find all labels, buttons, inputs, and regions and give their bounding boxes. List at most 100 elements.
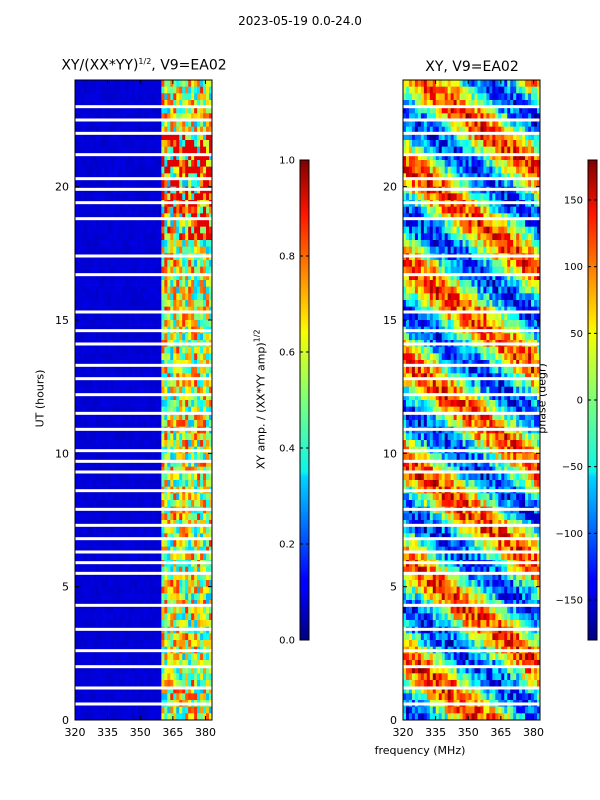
heatmap-cell <box>152 273 156 281</box>
heatmap-cell <box>188 106 192 114</box>
heatmap-cell <box>152 693 156 701</box>
heatmap-cell <box>137 273 141 281</box>
heatmap-cell <box>161 113 165 121</box>
heatmap-cell <box>83 266 88 274</box>
heatmap-cell <box>98 180 103 188</box>
heatmap-cell <box>140 386 144 394</box>
heatmap-cell <box>77 393 82 401</box>
heatmap-cell <box>113 233 118 241</box>
heatmap-cell <box>101 580 106 588</box>
heatmap-cell <box>182 593 186 601</box>
flagged-row <box>75 603 212 607</box>
heatmap-cell <box>164 660 168 668</box>
heatmap-cell <box>161 286 165 294</box>
heatmap-cell <box>134 93 138 101</box>
heatmap-cell <box>77 360 82 368</box>
heatmap-cell <box>92 620 97 628</box>
heatmap-cell <box>206 360 210 368</box>
heatmap-cell <box>450 100 455 108</box>
heatmap-cell <box>146 120 150 128</box>
heatmap-cell <box>149 180 153 188</box>
heatmap-cell <box>209 413 213 421</box>
heatmap-cell <box>89 280 94 288</box>
heatmap-cell <box>116 473 121 481</box>
heatmap-cell <box>161 153 165 161</box>
heatmap-cell <box>185 106 189 114</box>
heatmap-cell <box>101 653 106 661</box>
heatmap-cell <box>149 260 153 268</box>
heatmap-cell <box>77 260 82 268</box>
heatmap-cell <box>128 433 132 441</box>
heatmap-cell <box>95 80 100 88</box>
heatmap-cell <box>149 213 153 221</box>
heatmap-cell <box>182 666 186 674</box>
heatmap-cell <box>95 360 100 368</box>
heatmap-cell <box>113 193 118 201</box>
heatmap-cell <box>152 620 156 628</box>
heatmap-cell <box>86 693 91 701</box>
heatmap-cell <box>98 120 103 128</box>
heatmap-cell <box>107 706 112 714</box>
heatmap-cell <box>89 80 94 88</box>
heatmap-cell <box>194 513 198 521</box>
heatmap-cell <box>206 433 210 441</box>
heatmap-cell <box>176 260 180 268</box>
heatmap-cell <box>441 113 446 121</box>
heatmap-cell <box>161 266 165 274</box>
heatmap-cell <box>104 360 109 368</box>
heatmap-cell <box>182 206 186 214</box>
heatmap-cell <box>80 633 85 641</box>
heatmap-cell <box>140 286 144 294</box>
heatmap-cell <box>501 146 505 154</box>
heatmap-cell <box>128 360 132 368</box>
heatmap-cell <box>200 573 204 581</box>
heatmap-cell <box>137 680 141 688</box>
heatmap-cell <box>98 100 103 108</box>
heatmap-cell <box>125 146 130 154</box>
heatmap-cell <box>158 226 162 234</box>
heatmap-cell <box>468 80 472 88</box>
heatmap-cell <box>158 233 162 241</box>
heatmap-cell <box>164 220 168 228</box>
heatmap-cell <box>119 140 124 148</box>
heatmap-cell <box>167 320 171 328</box>
heatmap-cell <box>444 113 449 121</box>
heatmap-cell <box>101 533 106 541</box>
heatmap-cell <box>75 640 79 648</box>
heatmap-cell <box>131 466 135 474</box>
flagged-row <box>75 329 212 333</box>
heatmap-cell <box>483 146 487 154</box>
heatmap-cell <box>116 300 121 308</box>
heatmap-cell <box>134 440 138 448</box>
heatmap-cell <box>203 173 207 181</box>
heatmap-cell <box>146 306 150 314</box>
heatmap-cell <box>104 133 109 141</box>
heatmap-cell <box>89 460 94 468</box>
heatmap-cell <box>98 500 103 508</box>
heatmap-cell <box>83 520 88 528</box>
heatmap-cell <box>161 466 165 474</box>
heatmap-cell <box>170 173 174 181</box>
heatmap-cell <box>98 393 103 401</box>
heatmap-cell <box>188 480 192 488</box>
heatmap-cell <box>191 140 195 148</box>
heatmap-cell <box>125 166 130 174</box>
heatmap-cell <box>450 120 455 128</box>
heatmap-cell <box>191 660 195 668</box>
heatmap-cell <box>146 373 150 381</box>
heatmap-cell <box>191 593 195 601</box>
heatmap-cell <box>182 173 186 181</box>
heatmap-cell <box>131 113 135 121</box>
heatmap-cell <box>176 93 180 101</box>
heatmap-cell <box>206 533 210 541</box>
heatmap-cell <box>170 113 174 121</box>
heatmap-cell <box>459 113 463 121</box>
heatmap-cell <box>143 666 147 674</box>
heatmap-cell <box>75 440 79 448</box>
heatmap-cell <box>140 533 144 541</box>
heatmap-cell <box>134 680 138 688</box>
heatmap-cell <box>158 633 162 641</box>
heatmap-cell <box>182 386 186 394</box>
heatmap-cell <box>101 673 106 681</box>
heatmap-cell <box>158 606 162 614</box>
